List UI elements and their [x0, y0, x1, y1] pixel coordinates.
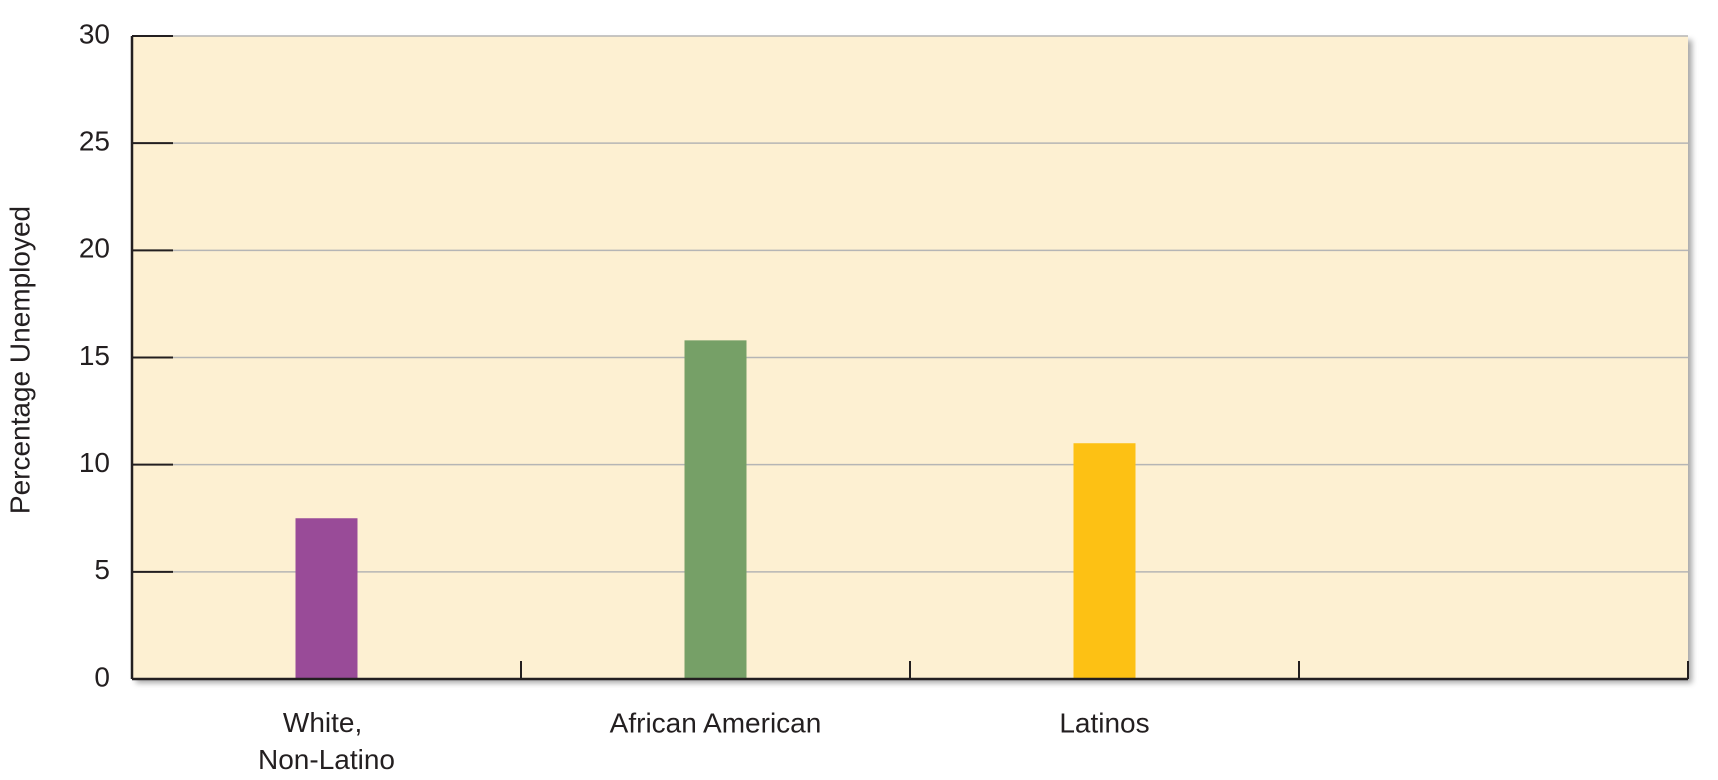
y-tick-label: 25 [79, 126, 110, 157]
bar [1073, 443, 1136, 679]
x-tick-label: White, Non-Latino [258, 707, 395, 775]
y-axis-label: Percentage Unemployed [4, 206, 35, 514]
bar [684, 340, 747, 679]
y-tick-label: 20 [79, 233, 110, 264]
bar [295, 518, 358, 679]
y-tick-label: 5 [94, 554, 110, 585]
x-tick-label: Latinos [1059, 707, 1149, 738]
y-tick-label: 15 [79, 340, 110, 371]
x-tick-label: African American [610, 707, 822, 738]
y-tick-label: 10 [79, 447, 110, 478]
y-tick-label: 30 [79, 18, 110, 49]
y-tick-label: 0 [94, 661, 110, 692]
